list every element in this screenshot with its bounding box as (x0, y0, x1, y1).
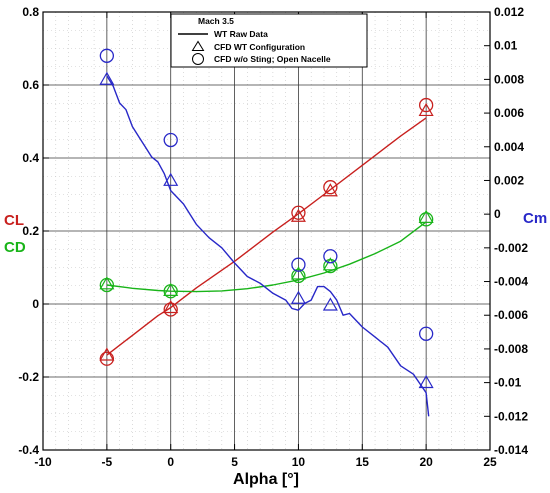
series-line-cm-wt-raw-data (106, 75, 430, 417)
right-tick-label: 0.002 (494, 173, 524, 187)
axis-ticks (42, 11, 491, 451)
marker-circle-cm-cfd-w-o-sting-open-nacelle (418, 326, 434, 341)
legend-title: Mach 3.5 (198, 16, 234, 26)
marker-circle-cd-cfd-w-o-sting-open-nacelle (418, 212, 434, 227)
series-line-cd-wt-raw-data (106, 221, 427, 293)
left-tick-label: 0.8 (22, 5, 39, 19)
marker-circle-cd-cfd-w-o-sting-open-nacelle (291, 268, 306, 284)
right-tick-label: 0.008 (494, 72, 524, 86)
left-tick-label: 0.6 (22, 78, 39, 92)
left-tick-labels: -0.4 -0.2 0 0.2 0.4 0.6 0.8 (18, 5, 39, 457)
x-tick-label: 10 (292, 455, 306, 469)
marker-triangle-cl-cfd-wt-configuration (99, 347, 115, 361)
right-tick-label: -0.008 (494, 342, 528, 356)
marker-circle-cd-cfd-w-o-sting-open-nacelle (99, 277, 115, 293)
series-line-cl-wt-raw-data (106, 117, 427, 356)
marker-triangle-cd-cfd-wt-configuration (322, 257, 338, 271)
left-tick-label: -0.2 (18, 370, 39, 384)
left-tick-label: 0 (32, 297, 39, 311)
marker-circle-cl-cfd-w-o-sting-open-nacelle (99, 351, 115, 366)
legend-label-wt-raw: WT Raw Data (214, 29, 268, 39)
marker-triangle-cm-cfd-wt-configuration (418, 374, 434, 389)
right-tick-label: 0.004 (494, 140, 524, 154)
marker-triangle-cl-cfd-wt-configuration (163, 299, 179, 314)
marker-circle-cm-cfd-w-o-sting-open-nacelle (291, 257, 306, 272)
right-tick-label: -0.014 (494, 443, 528, 457)
marker-circle-cl-cfd-w-o-sting-open-nacelle (291, 205, 306, 220)
marker-triangle-cd-cfd-wt-configuration (290, 266, 306, 280)
right-tick-label: 0.006 (494, 106, 524, 120)
left-tick-label: 0.2 (22, 224, 39, 238)
marker-triangle-cl-cfd-wt-configuration (290, 208, 306, 222)
y2-axis-label-cm: Cm (523, 210, 547, 227)
x-tick-label: 20 (419, 455, 433, 469)
marker-triangle-cd-cfd-wt-configuration (163, 282, 179, 296)
right-tick-label: 0.012 (494, 5, 524, 19)
x-tick-label: 15 (356, 455, 370, 469)
right-tick-label: -0.01 (494, 376, 522, 390)
marker-circle-cd-cfd-w-o-sting-open-nacelle (323, 258, 338, 274)
legend-box (170, 13, 368, 68)
marker-triangle-cm-cfd-wt-configuration (290, 290, 306, 304)
marker-triangle-cm-cfd-wt-configuration (322, 297, 338, 311)
marker-triangle-cm-cfd-wt-configuration (99, 71, 115, 85)
x-tick-labels: -10 -5 0 5 10 15 20 25 (34, 455, 497, 469)
left-tick-label: -0.4 (18, 443, 39, 457)
right-tick-label: 0.01 (494, 39, 518, 53)
marker-triangle-cl-cfd-wt-configuration (418, 102, 434, 117)
x-tick-label: -5 (102, 455, 113, 469)
marker-triangle-cm-cfd-wt-configuration (163, 172, 179, 186)
x-tick-label: 5 (231, 455, 238, 469)
right-tick-label: -0.004 (494, 275, 528, 289)
right-tick-label: -0.002 (494, 241, 528, 255)
right-tick-label: -0.012 (494, 409, 528, 423)
marker-circle-cl-cfd-w-o-sting-open-nacelle (163, 302, 178, 317)
x-axis-title: Alpha [°] (233, 471, 299, 488)
marker-circle-cl-cfd-w-o-sting-open-nacelle (323, 180, 338, 195)
legend-label-cfd-open: CFD w/o Sting; Open Nacelle (214, 54, 331, 64)
marker-circle-cm-cfd-w-o-sting-open-nacelle (163, 132, 178, 148)
right-tick-label: 0 (494, 207, 501, 221)
marker-circle-cm-cfd-w-o-sting-open-nacelle (99, 48, 115, 63)
marker-triangle-cl-cfd-wt-configuration (322, 183, 338, 197)
left-tick-label: 0.4 (22, 151, 39, 165)
marker-circle-cd-cfd-w-o-sting-open-nacelle (163, 284, 178, 299)
marker-triangle-cd-cfd-wt-configuration (418, 209, 434, 223)
x-tick-label: 25 (483, 455, 497, 469)
legend-triangle-marker (191, 40, 205, 51)
x-tick-label: -10 (34, 455, 52, 469)
y-axis-label-cl: CL (4, 212, 24, 229)
legend-circle-marker (192, 53, 204, 65)
right-tick-label: -0.006 (494, 308, 528, 322)
right-tick-labels: -0.014 -0.012 -0.01 -0.008 -0.006 -0.004 -0.00… (494, 5, 528, 457)
marker-circle-cl-cfd-w-o-sting-open-nacelle (418, 97, 434, 113)
y-axis-label-cd: CD (4, 239, 26, 256)
series-markers (99, 48, 434, 389)
marker-triangle-cd-cfd-wt-configuration (99, 276, 115, 290)
series-lines (106, 75, 430, 417)
marker-circle-cm-cfd-w-o-sting-open-nacelle (323, 249, 338, 264)
x-tick-label: 0 (167, 455, 174, 469)
legend: Mach 3.5 WT Raw Data CFD WT Configuratio… (170, 13, 368, 68)
legend-label-cfd-wt: CFD WT Configuration (214, 42, 305, 52)
